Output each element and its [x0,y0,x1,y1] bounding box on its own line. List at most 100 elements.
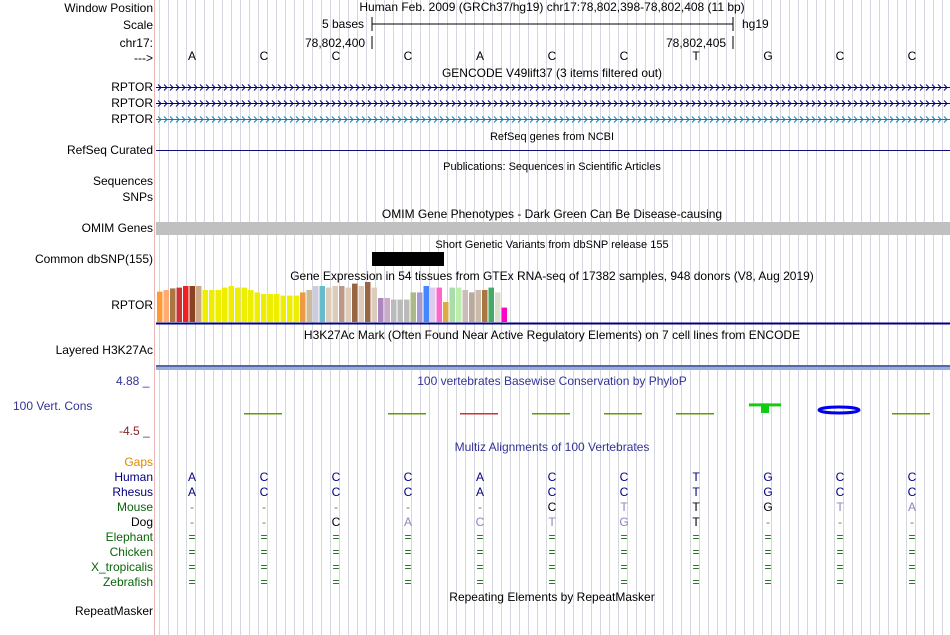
alignment-base: - [190,500,194,514]
reference-base: C [835,49,845,63]
alignment-base: A [475,470,484,484]
repeatmasker-track-title[interactable]: Repeating Elements by RepeatMasker [449,590,655,604]
gaps-label[interactable]: Gaps [124,455,153,469]
sequences-label[interactable]: Sequences [92,174,153,188]
gencode-track-title[interactable]: GENCODE V49lift37 (3 items filtered out) [441,66,663,80]
gtex-expression-bars[interactable] [0,0,950,330]
gtex-bar [274,294,280,322]
species-label-zebrafish[interactable]: Zebrafish [102,575,153,589]
gtex-bar [189,286,195,322]
alignment-base: - [910,515,914,529]
snps-label[interactable]: SNPs [122,190,153,204]
alignment-base: C [547,485,557,499]
gtex-bar [280,295,286,322]
dbsnp-variant[interactable] [372,252,444,266]
gtex-bar [215,290,221,322]
gtex-track-title[interactable]: Gene Expression in 54 tissues from GTEx … [290,269,814,283]
alignment-base: = [764,575,772,589]
alignment-base: A [907,500,916,514]
alignment-base: T [692,515,700,529]
phylop-track-title[interactable]: 100 vertebrates Basewise Conservation by… [417,374,687,388]
alignment-base: = [188,560,196,574]
repeatmasker-label[interactable]: RepeatMasker [74,604,153,618]
alignment-base: C [403,470,413,484]
phylop-track-label[interactable]: 100 Vert. Cons [13,399,93,413]
alignment-base: = [908,545,916,559]
omim-genes-label[interactable]: OMIM Genes [81,221,153,235]
alignment-base: C [259,485,269,499]
reference-base: G [763,49,773,63]
alignment-base: = [908,530,916,544]
alignment-base: G [763,500,773,514]
h3k27ac-signal-light[interactable] [156,367,950,370]
alignment-base: = [764,545,772,559]
alignment-base: T [836,500,844,514]
gtex-bar [157,291,163,322]
alignment-base: = [260,560,268,574]
multiz-track-title[interactable]: Multiz Alignments of 100 Vertebrates [454,440,650,454]
layered-h3k27ac-label[interactable]: Layered H3K27Ac [55,343,153,357]
scale-text: 5 bases [322,17,365,31]
species-label-chicken[interactable]: Chicken [109,545,153,559]
strand-chevrons [157,116,948,123]
alignment-base: = [548,560,556,574]
alignment-base: - [766,515,770,529]
reference-base: C [259,49,269,63]
omim-track-title[interactable]: OMIM Gene Phenotypes - Dark Green Can Be… [381,207,723,221]
alignment-base: = [836,530,844,544]
gencode-item-label-1[interactable]: RPTOR [111,80,153,94]
refseq-curated-label[interactable]: RefSeq Curated [66,143,153,157]
phylop-glyph [676,413,714,415]
gtex-bar [163,290,169,322]
gtex-bar [209,290,215,322]
alignment-base: - [262,500,266,514]
alignment-base: C [619,470,629,484]
gtex-bar [306,290,312,322]
gtex-bar [261,294,267,322]
alignment-base: = [692,575,700,589]
alignment-base: = [476,530,484,544]
dbsnp-track-title[interactable]: Short Genetic Variants from dbSNP releas… [435,239,669,251]
alignment-base: = [764,560,772,574]
gencode-item-label-3[interactable]: RPTOR [111,112,153,126]
gtex-bar [326,287,332,322]
refseq-track-title[interactable]: RefSeq genes from NCBI [489,131,615,143]
gtex-bar [267,294,273,322]
species-label-mouse[interactable]: Mouse [116,500,153,514]
alignment-base: C [475,515,485,529]
phylop-glyph [460,413,498,415]
gencode-gene-lines[interactable] [0,0,950,130]
gtex-gene-label[interactable]: RPTOR [111,298,153,312]
alignment-base: = [260,530,268,544]
alignment-base: = [260,545,268,559]
alignment-base: = [908,575,916,589]
gtex-bar [501,307,507,322]
alignment-base: A [187,470,196,484]
alignment-base: = [188,575,196,589]
gtex-bar [462,290,468,322]
species-label-rhesus[interactable]: Rhesus [112,485,153,499]
species-label-elephant[interactable]: Elephant [105,530,153,544]
gencode-item-label-2[interactable]: RPTOR [111,96,153,110]
common-dbsnp-label[interactable]: Common dbSNP(155) [34,252,153,266]
omim-phenotype-bar[interactable] [156,222,950,235]
species-label-x_tropicalis[interactable]: X_tropicalis [90,560,153,574]
refseq-gene-line[interactable] [156,150,950,151]
gtex-bar [495,292,501,322]
species-label-human[interactable]: Human [114,470,153,484]
h3k27ac-track-title[interactable]: H3K27Ac Mark (Often Found Near Active Re… [303,328,801,342]
alignment-base: G [763,485,773,499]
phylop-conservation-glyphs[interactable] [0,0,950,440]
gtex-bar [397,299,403,322]
alignment-base: A [403,515,412,529]
gtex-bar [176,287,182,322]
publications-track-title[interactable]: Publications: Sequences in Scientific Ar… [443,161,661,173]
gtex-bar [319,286,325,322]
gtex-bar [339,286,345,322]
species-label-dog[interactable]: Dog [130,515,153,529]
alignment-base: C [259,470,269,484]
alignment-base: - [190,515,194,529]
alignment-base: T [692,485,700,499]
h3k27ac-signal-dark[interactable] [156,365,950,367]
